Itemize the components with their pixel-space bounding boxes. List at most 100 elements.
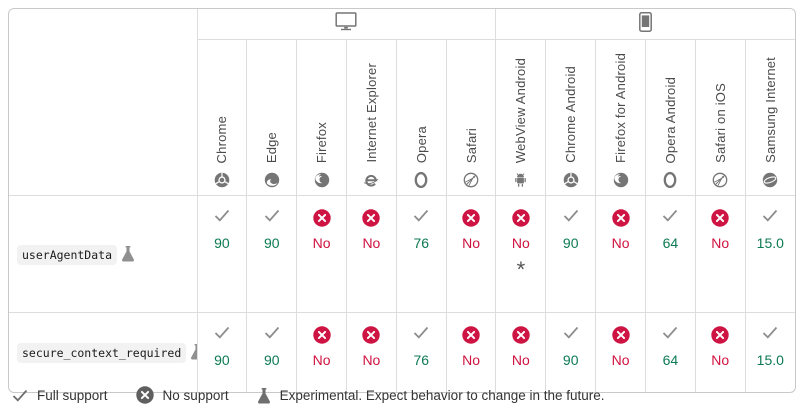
mobile-icon — [639, 11, 653, 32]
support-cell-chrome-android[interactable]: 90 — [545, 312, 596, 392]
opera-icon — [413, 171, 429, 189]
chrome-icon — [214, 172, 230, 188]
check-icon — [646, 209, 695, 227]
support-cell-edge[interactable]: 90 — [246, 195, 297, 313]
support-cell-internet-explorer[interactable]: No — [345, 312, 397, 392]
support-cell-firefox-for-android[interactable]: No — [595, 195, 646, 313]
support-version: 76 — [413, 352, 430, 368]
support-version: No — [362, 235, 381, 251]
support-version: 15.0 — [756, 352, 784, 368]
chrome-icon — [563, 172, 579, 188]
firefox-icon — [314, 172, 330, 188]
cross-icon — [347, 326, 396, 344]
support-version: No — [462, 352, 480, 368]
corner-cell — [9, 9, 197, 196]
legend-label: No support — [162, 387, 229, 403]
support-version: 90 — [214, 235, 230, 251]
safari-icon — [463, 172, 479, 188]
support-cell-safari[interactable]: No — [445, 195, 496, 313]
legend-item-experimental: Experimental. Expect behavior to change … — [257, 387, 605, 404]
check-icon — [397, 209, 446, 227]
cross-icon — [447, 326, 496, 344]
support-cell-opera[interactable]: 76 — [395, 312, 447, 392]
browser-name: Edge — [264, 131, 280, 163]
support-cell-firefox[interactable]: No — [296, 195, 347, 313]
support-version: No — [511, 352, 530, 368]
footnote-asterisk-link[interactable]: * — [516, 257, 526, 282]
support-version: 15.0 — [756, 235, 784, 251]
browser-name: Internet Explorer — [363, 63, 379, 163]
support-version: No — [611, 352, 630, 368]
desktop-icon — [334, 12, 358, 31]
browser-name: Opera Android — [662, 76, 678, 163]
feature-label-cell[interactable]: userAgentData — [9, 195, 197, 313]
browser-header-webview-android: WebView Android — [495, 39, 546, 196]
cross-icon — [297, 209, 346, 227]
support-cell-safari[interactable]: No — [445, 312, 496, 392]
browser-header-chrome: Chrome — [196, 39, 247, 196]
feature-row-secure-context-required: secure_context_required 90 90 No No 76 No No 90 N… — [9, 312, 795, 392]
feature-name: userAgentData — [17, 244, 118, 265]
legend-item-no-support: No support — [135, 386, 229, 404]
flask-icon — [190, 343, 197, 360]
support-cell-internet-explorer[interactable]: No — [345, 195, 397, 313]
browser-header-internet-explorer: Internet Explorer — [345, 39, 397, 196]
check-icon — [12, 389, 28, 402]
support-version: 90 — [263, 235, 280, 251]
browser-header-samsung-internet: Samsung Internet — [744, 39, 795, 196]
no-support-icon — [135, 386, 154, 404]
feature-label-cell[interactable]: secure_context_required — [9, 312, 197, 392]
browser-header-row: Chrome Edge Firefox Internet Explorer Opera S… — [9, 39, 795, 196]
browser-name: Safari — [463, 127, 479, 163]
support-version: 90 — [214, 352, 230, 368]
support-cell-edge[interactable]: 90 — [246, 312, 297, 392]
cross-icon — [496, 209, 545, 227]
browser-name: Chrome Android — [563, 66, 579, 163]
cross-icon — [696, 326, 745, 344]
support-cell-safari-on-ios[interactable]: No — [694, 312, 746, 392]
support-version: 64 — [662, 235, 679, 251]
browser-name: Firefox — [314, 121, 330, 163]
support-cell-webview-android[interactable]: No — [495, 312, 546, 392]
support-cell-webview-android[interactable]: No * — [495, 195, 546, 313]
check-icon — [198, 209, 247, 227]
browser-header-safari-on-ios: Safari on iOS — [694, 39, 746, 196]
support-version: No — [611, 235, 630, 251]
browser-name: Samsung Internet — [762, 57, 778, 163]
cross-icon — [596, 209, 645, 227]
browser-name: Chrome — [214, 115, 230, 163]
support-cell-chrome[interactable]: 90 — [196, 312, 247, 392]
cross-icon — [347, 209, 396, 227]
support-cell-safari-on-ios[interactable]: No — [694, 195, 746, 313]
support-cell-chrome[interactable]: 90 — [196, 195, 247, 313]
webview-android-icon — [513, 172, 528, 188]
support-cell-chrome-android[interactable]: 90 — [545, 195, 596, 313]
support-cell-firefox[interactable]: No — [296, 312, 347, 392]
support-version: No — [711, 235, 730, 251]
support-version: 90 — [562, 235, 579, 251]
support-version: 90 — [263, 352, 280, 368]
device-type-row — [9, 9, 795, 40]
browser-header-safari: Safari — [445, 39, 496, 196]
support-cell-opera-android[interactable]: 64 — [644, 195, 696, 313]
browser-compat-section: Chrome Edge Firefox Internet Explorer Opera S… — [8, 8, 796, 393]
browser-name: Safari on iOS — [712, 83, 728, 163]
legend-label: Full support — [37, 387, 108, 403]
browser-header-chrome-android: Chrome Android — [545, 39, 596, 196]
check-icon — [546, 326, 595, 344]
support-cell-opera[interactable]: 76 — [395, 195, 447, 313]
check-icon — [646, 326, 695, 344]
support-version: No — [462, 235, 480, 251]
check-icon — [746, 209, 795, 227]
support-version: 76 — [413, 235, 430, 251]
support-version: 90 — [562, 352, 579, 368]
check-icon — [247, 209, 296, 227]
support-version: No — [312, 352, 331, 368]
support-version: 64 — [662, 352, 679, 368]
support-cell-opera-android[interactable]: 64 — [644, 312, 696, 392]
support-cell-samsung-internet[interactable]: 15.0 — [744, 195, 795, 313]
support-cell-samsung-internet[interactable]: 15.0 — [744, 312, 795, 392]
support-cell-firefox-for-android[interactable]: No — [595, 312, 646, 392]
support-version: No — [312, 235, 331, 251]
browser-name: WebView Android — [513, 57, 529, 163]
